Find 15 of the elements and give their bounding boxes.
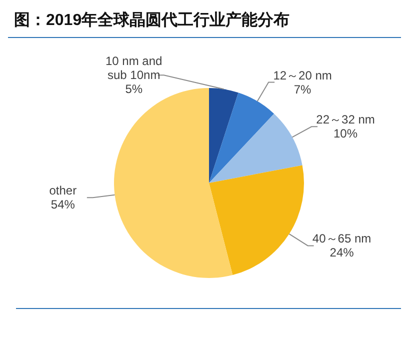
pie-slice [209, 92, 274, 183]
slice-label: 10 nm and sub 10nm [106, 54, 162, 82]
slice-label: 22～32 nm [316, 112, 375, 127]
data-label: 24% [330, 246, 354, 260]
pie-slice [209, 165, 304, 276]
data-label: 54% [50, 198, 76, 212]
data-label: 5% [125, 82, 143, 96]
pie-slice [209, 88, 238, 183]
data-label: 7% [294, 82, 312, 96]
slice-label: 12～20 nm [273, 68, 332, 82]
slice-label: other [49, 184, 77, 198]
data-label: 10% [334, 126, 358, 141]
pie-slice [209, 114, 302, 183]
slice-label: 40～65 nm [312, 232, 372, 246]
chart-title: 图：2019年全球晶圆代工行业产能分布 [8, 8, 401, 38]
